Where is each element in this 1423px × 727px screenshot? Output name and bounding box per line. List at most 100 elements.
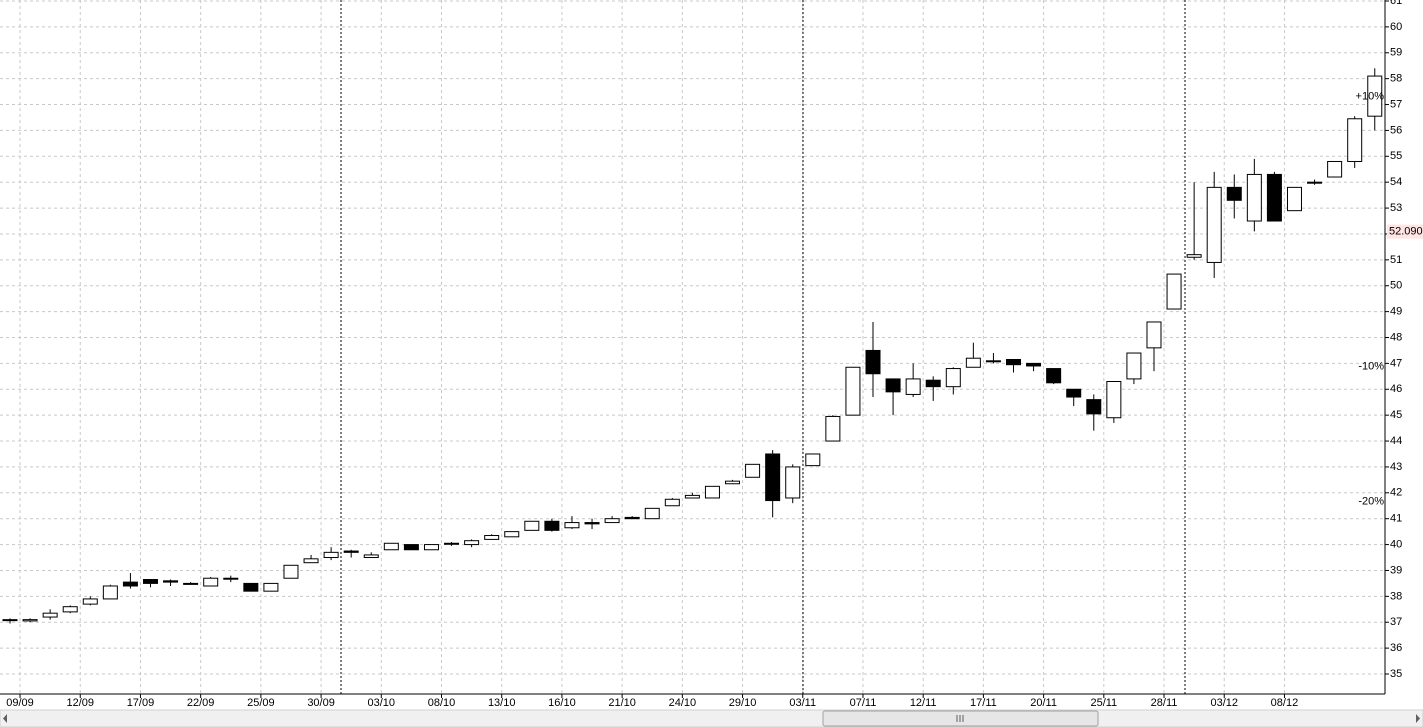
- candle-body: [22, 619, 38, 622]
- candle-body: [644, 507, 660, 520]
- y-tick-label: 42: [1390, 487, 1402, 499]
- candle-body: [1367, 75, 1383, 117]
- candle-body: [965, 357, 981, 368]
- candle-body: [865, 349, 881, 375]
- candle-body: [283, 564, 299, 579]
- candle-body: [1006, 359, 1021, 366]
- y-tick-label: 53: [1390, 202, 1402, 214]
- x-tick-label: 16/10: [548, 697, 576, 709]
- candle-body: [263, 582, 279, 592]
- x-tick-label: 25/11: [1090, 697, 1117, 709]
- candle-body: [745, 463, 761, 478]
- y-tick-label: 44: [1390, 435, 1402, 447]
- x-tick-label: 07/11: [850, 697, 877, 709]
- y-tick-label: 46: [1390, 383, 1402, 395]
- x-tick-label: 25/09: [247, 697, 275, 709]
- candle-body: [102, 585, 118, 600]
- candle-body: [464, 540, 480, 546]
- y-tick-label: 37: [1390, 616, 1402, 628]
- candle-body: [1066, 388, 1082, 398]
- scroll-left-arrow[interactable]: [3, 714, 7, 723]
- candle-body: [1186, 254, 1202, 258]
- y-tick-label: 57: [1390, 98, 1402, 110]
- candle-body: [624, 516, 640, 520]
- candle-body: [765, 453, 781, 502]
- y-tick-label: 40: [1390, 538, 1402, 550]
- x-tick-label: 12/11: [910, 697, 937, 709]
- y-tick-label: 39: [1390, 564, 1402, 576]
- y-tick-label: 58: [1390, 73, 1402, 85]
- y-tick-label: 38: [1390, 590, 1402, 602]
- candle-body: [1286, 186, 1302, 212]
- candle-body: [163, 580, 179, 583]
- candle-body: [584, 522, 600, 525]
- candle-body: [1146, 321, 1162, 349]
- x-tick-label: 13/10: [488, 697, 516, 709]
- x-tick-label: 08/10: [428, 697, 456, 709]
- candle-body: [444, 542, 460, 545]
- candle-body: [945, 368, 961, 388]
- x-tick-label: 28/11: [1151, 697, 1178, 709]
- y-tick-label: 59: [1390, 47, 1402, 59]
- candle-body: [845, 366, 861, 416]
- annotation: -10%: [1358, 360, 1384, 372]
- y-tick-label: 50: [1390, 280, 1402, 292]
- y-tick-label: 47: [1390, 357, 1402, 369]
- x-tick-label: 03/10: [368, 697, 396, 709]
- scroll-right-arrow[interactable]: [1416, 714, 1420, 723]
- x-tick-label: 03/12: [1210, 697, 1238, 709]
- candle-body: [343, 550, 359, 553]
- last-price-box: [1387, 224, 1423, 239]
- labels: 3536373839404142434445464748495051525354…: [6, 0, 1423, 709]
- x-tick-label: 24/10: [669, 697, 697, 709]
- candle-body: [142, 579, 158, 584]
- candle-body: [223, 577, 239, 580]
- candle-body: [564, 522, 580, 529]
- x-tick-label: 29/10: [729, 697, 757, 709]
- candle-body: [403, 544, 419, 551]
- candle-body: [1206, 186, 1222, 263]
- candle-body: [785, 466, 801, 499]
- candle-body: [1347, 118, 1363, 162]
- candle-body: [704, 485, 720, 499]
- y-tick-label: 41: [1390, 513, 1402, 525]
- x-tick-label: 03/11: [789, 697, 816, 709]
- candle-body: [42, 612, 58, 618]
- candle-body: [825, 415, 841, 442]
- candle-body: [423, 544, 439, 551]
- candle-body: [1106, 381, 1122, 419]
- y-tick-label: 54: [1390, 176, 1402, 188]
- candle-body: [524, 520, 540, 531]
- candle-body: [664, 498, 680, 507]
- scrollbar[interactable]: [0, 709, 1423, 727]
- candle-body: [62, 606, 78, 613]
- x-tick-label: 30/09: [307, 697, 335, 709]
- y-tick-label: 49: [1390, 306, 1402, 318]
- candle-body: [1046, 368, 1062, 384]
- y-tick-label: 61: [1390, 0, 1402, 7]
- candle-body: [363, 554, 379, 559]
- y-tick-label: 48: [1390, 331, 1402, 343]
- candle-body: [1226, 186, 1242, 201]
- candle-body: [1166, 273, 1182, 310]
- candle-body: [604, 518, 620, 524]
- candle-body: [725, 480, 741, 485]
- candle-body: [1086, 399, 1102, 415]
- candle-body: [905, 378, 921, 395]
- candles: [2, 68, 1383, 624]
- x-tick-label: 09/09: [6, 697, 34, 709]
- candle-body: [243, 582, 259, 592]
- grid: [0, 0, 1389, 698]
- candle-body: [2, 619, 18, 622]
- candle-body: [323, 551, 339, 559]
- annotation: -20%: [1358, 495, 1384, 507]
- candle-body: [82, 598, 98, 605]
- candle-body: [1246, 173, 1262, 222]
- y-tick-label: 36: [1390, 642, 1402, 654]
- y-tick-label: 45: [1390, 409, 1402, 421]
- candle-body: [805, 453, 821, 467]
- y-tick-label: 56: [1390, 124, 1402, 136]
- candle-body: [885, 378, 901, 393]
